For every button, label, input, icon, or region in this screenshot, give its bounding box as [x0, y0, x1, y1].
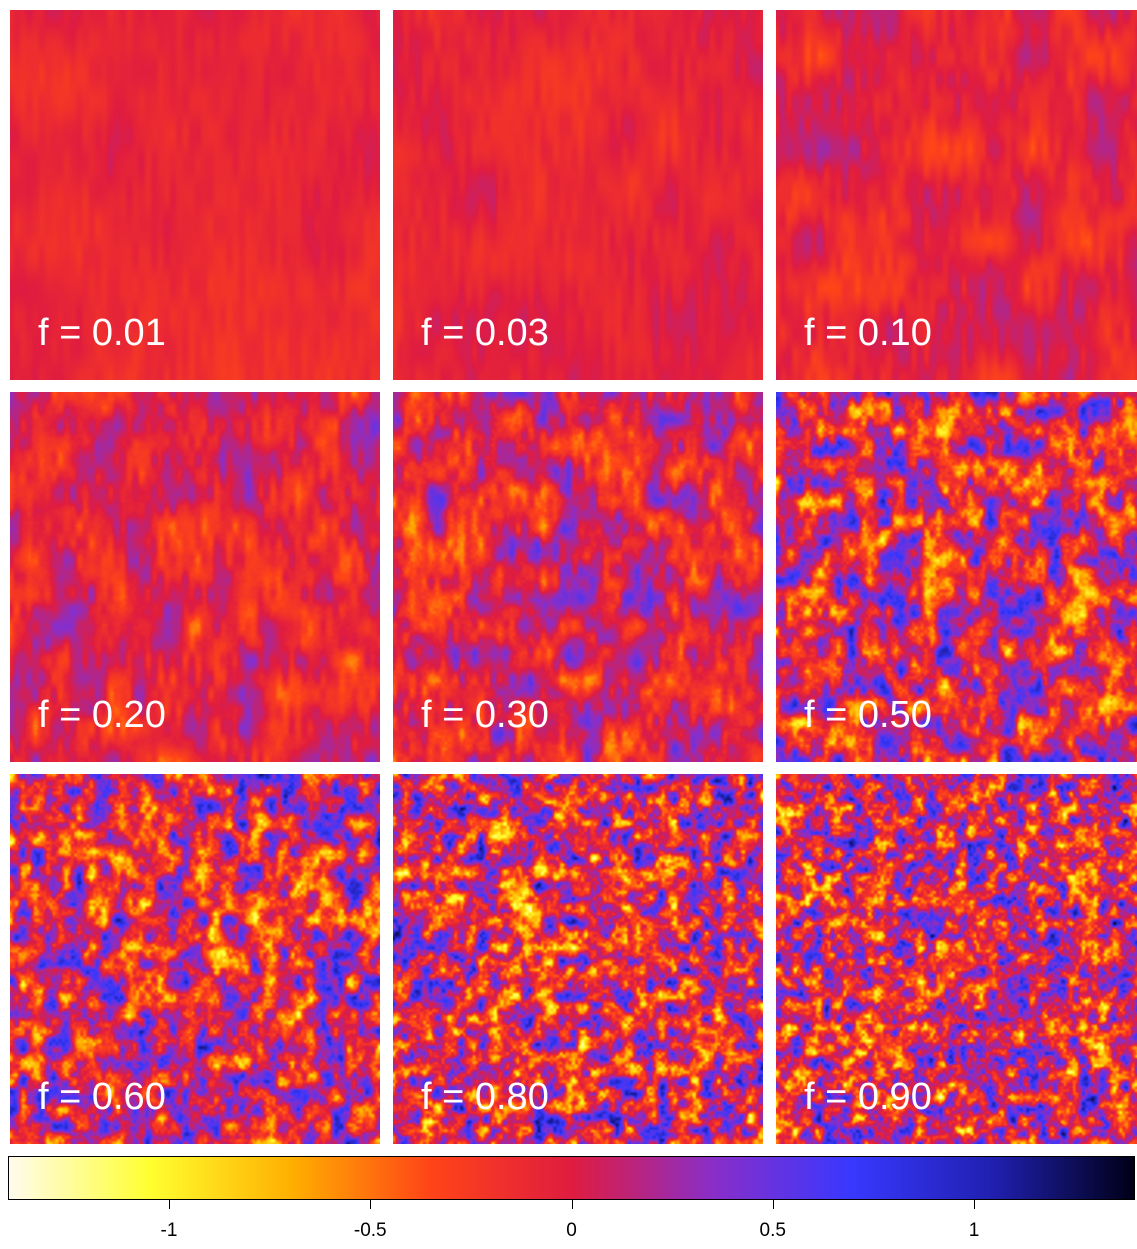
field-map [10, 10, 380, 380]
field-map [776, 392, 1137, 762]
field-map [776, 10, 1137, 380]
colorbar-tick [772, 1200, 774, 1209]
panel-f-0-50: f = 0.50 [776, 392, 1137, 762]
panel-label: f = 0.03 [421, 312, 549, 354]
colorbar-tick-label: -1 [160, 1220, 178, 1241]
panel-label: f = 0.90 [804, 1076, 932, 1118]
panel-label: f = 0.01 [38, 312, 166, 354]
colorbar [8, 1156, 1135, 1200]
colorbar-gradient [9, 1157, 1134, 1199]
field-map [393, 392, 763, 762]
panel-f-0-60: f = 0.60 [10, 774, 380, 1144]
panel-f-0-10: f = 0.10 [776, 10, 1137, 380]
field-map [10, 392, 380, 762]
panel-grid: f = 0.01 f = 0.03 f = 0.10 f = 0.20 f = … [10, 10, 1137, 1144]
panel-label: f = 0.20 [38, 694, 166, 736]
field-map [393, 774, 763, 1144]
colorbar-tick-label: 0 [566, 1220, 577, 1241]
field-map [776, 774, 1137, 1144]
colorbar-tick-label: -0.5 [353, 1220, 387, 1241]
panel-label: f = 0.60 [38, 1076, 166, 1118]
panel-label: f = 0.80 [421, 1076, 549, 1118]
colorbar-tick-label: 0.5 [759, 1220, 786, 1241]
panel-f-0-01: f = 0.01 [10, 10, 380, 380]
panel-label: f = 0.50 [804, 694, 932, 736]
field-map [10, 774, 380, 1144]
panel-f-0-20: f = 0.20 [10, 392, 380, 762]
colorbar-tick [571, 1200, 573, 1209]
field-map [393, 10, 763, 380]
colorbar-tick-label: 1 [968, 1220, 980, 1241]
panel-f-0-30: f = 0.30 [393, 392, 763, 762]
panel-f-0-90: f = 0.90 [776, 774, 1137, 1144]
panel-label: f = 0.30 [421, 694, 549, 736]
panel-f-0-03: f = 0.03 [393, 10, 763, 380]
colorbar-tick [974, 1200, 975, 1209]
panel-label: f = 0.10 [804, 312, 932, 354]
colorbar-tick [370, 1200, 372, 1209]
colorbar-ticks: -1 -0.5 0 0.5 1 [8, 1200, 1135, 1249]
panel-f-0-80: f = 0.80 [393, 774, 763, 1144]
colorbar-tick [169, 1200, 170, 1209]
